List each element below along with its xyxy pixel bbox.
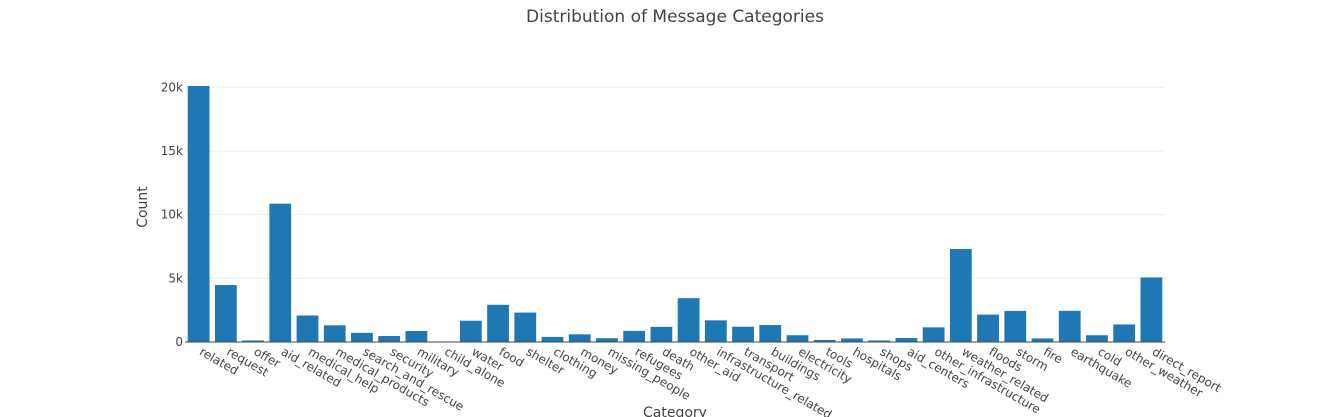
bar-weather_related: [949, 249, 972, 342]
bar-cold: [1086, 335, 1108, 342]
bar-search_and_rescue: [351, 332, 373, 342]
x-axis-title: Category: [643, 405, 707, 417]
bar-refugees: [623, 330, 646, 342]
bar-security: [378, 336, 401, 342]
bar-missing_people: [596, 338, 618, 342]
bar-shelter: [514, 312, 537, 342]
y-tick-label: 20k: [161, 80, 183, 94]
y-tick-labels: 0 5k 10k 15k 20k: [161, 80, 183, 349]
bar-infrastructure_related: [704, 320, 727, 342]
bar-request: [214, 285, 237, 342]
y-tick-label: 5k: [168, 271, 183, 285]
bar-transport: [732, 326, 754, 342]
bar-earthquake: [1058, 310, 1081, 342]
bar-money: [568, 334, 591, 342]
bar-medical_help: [296, 315, 319, 342]
bars: [187, 86, 1163, 342]
chart-title: Distribution of Message Categories: [526, 7, 824, 27]
bar-fire: [1031, 338, 1054, 342]
bar-medical_products: [323, 325, 346, 342]
bar-offer: [242, 340, 264, 342]
bar-water: [459, 320, 482, 342]
bar-food: [487, 304, 509, 342]
y-axis-title: Count: [135, 186, 151, 228]
gridlines: [185, 86, 1165, 279]
bar-floods: [977, 314, 999, 342]
bar-buildings: [759, 325, 782, 342]
bar-aid_related: [269, 203, 292, 342]
bar-direct_report: [1140, 277, 1163, 342]
x-tick-labels: relatedrequestofferaid_relatedmedical_he…: [197, 344, 1224, 417]
bar-other_weather: [1113, 324, 1136, 342]
bar-military: [405, 331, 428, 342]
y-tick-label: 0: [175, 335, 183, 349]
bar-other_aid: [677, 298, 700, 342]
bar-death: [650, 326, 673, 342]
bar-hospitals: [841, 338, 863, 342]
bar-storm: [1004, 310, 1027, 342]
bar-related: [187, 86, 210, 342]
bar-aid_centers: [895, 338, 918, 342]
y-tick-label: 15k: [161, 144, 183, 158]
bar-other_infrastructure: [922, 327, 945, 342]
y-tick-label: 10k: [161, 208, 183, 222]
bar-tools: [813, 339, 836, 342]
bar-shops: [868, 340, 891, 342]
bar-electricity: [786, 335, 809, 342]
bar-clothing: [541, 336, 564, 342]
